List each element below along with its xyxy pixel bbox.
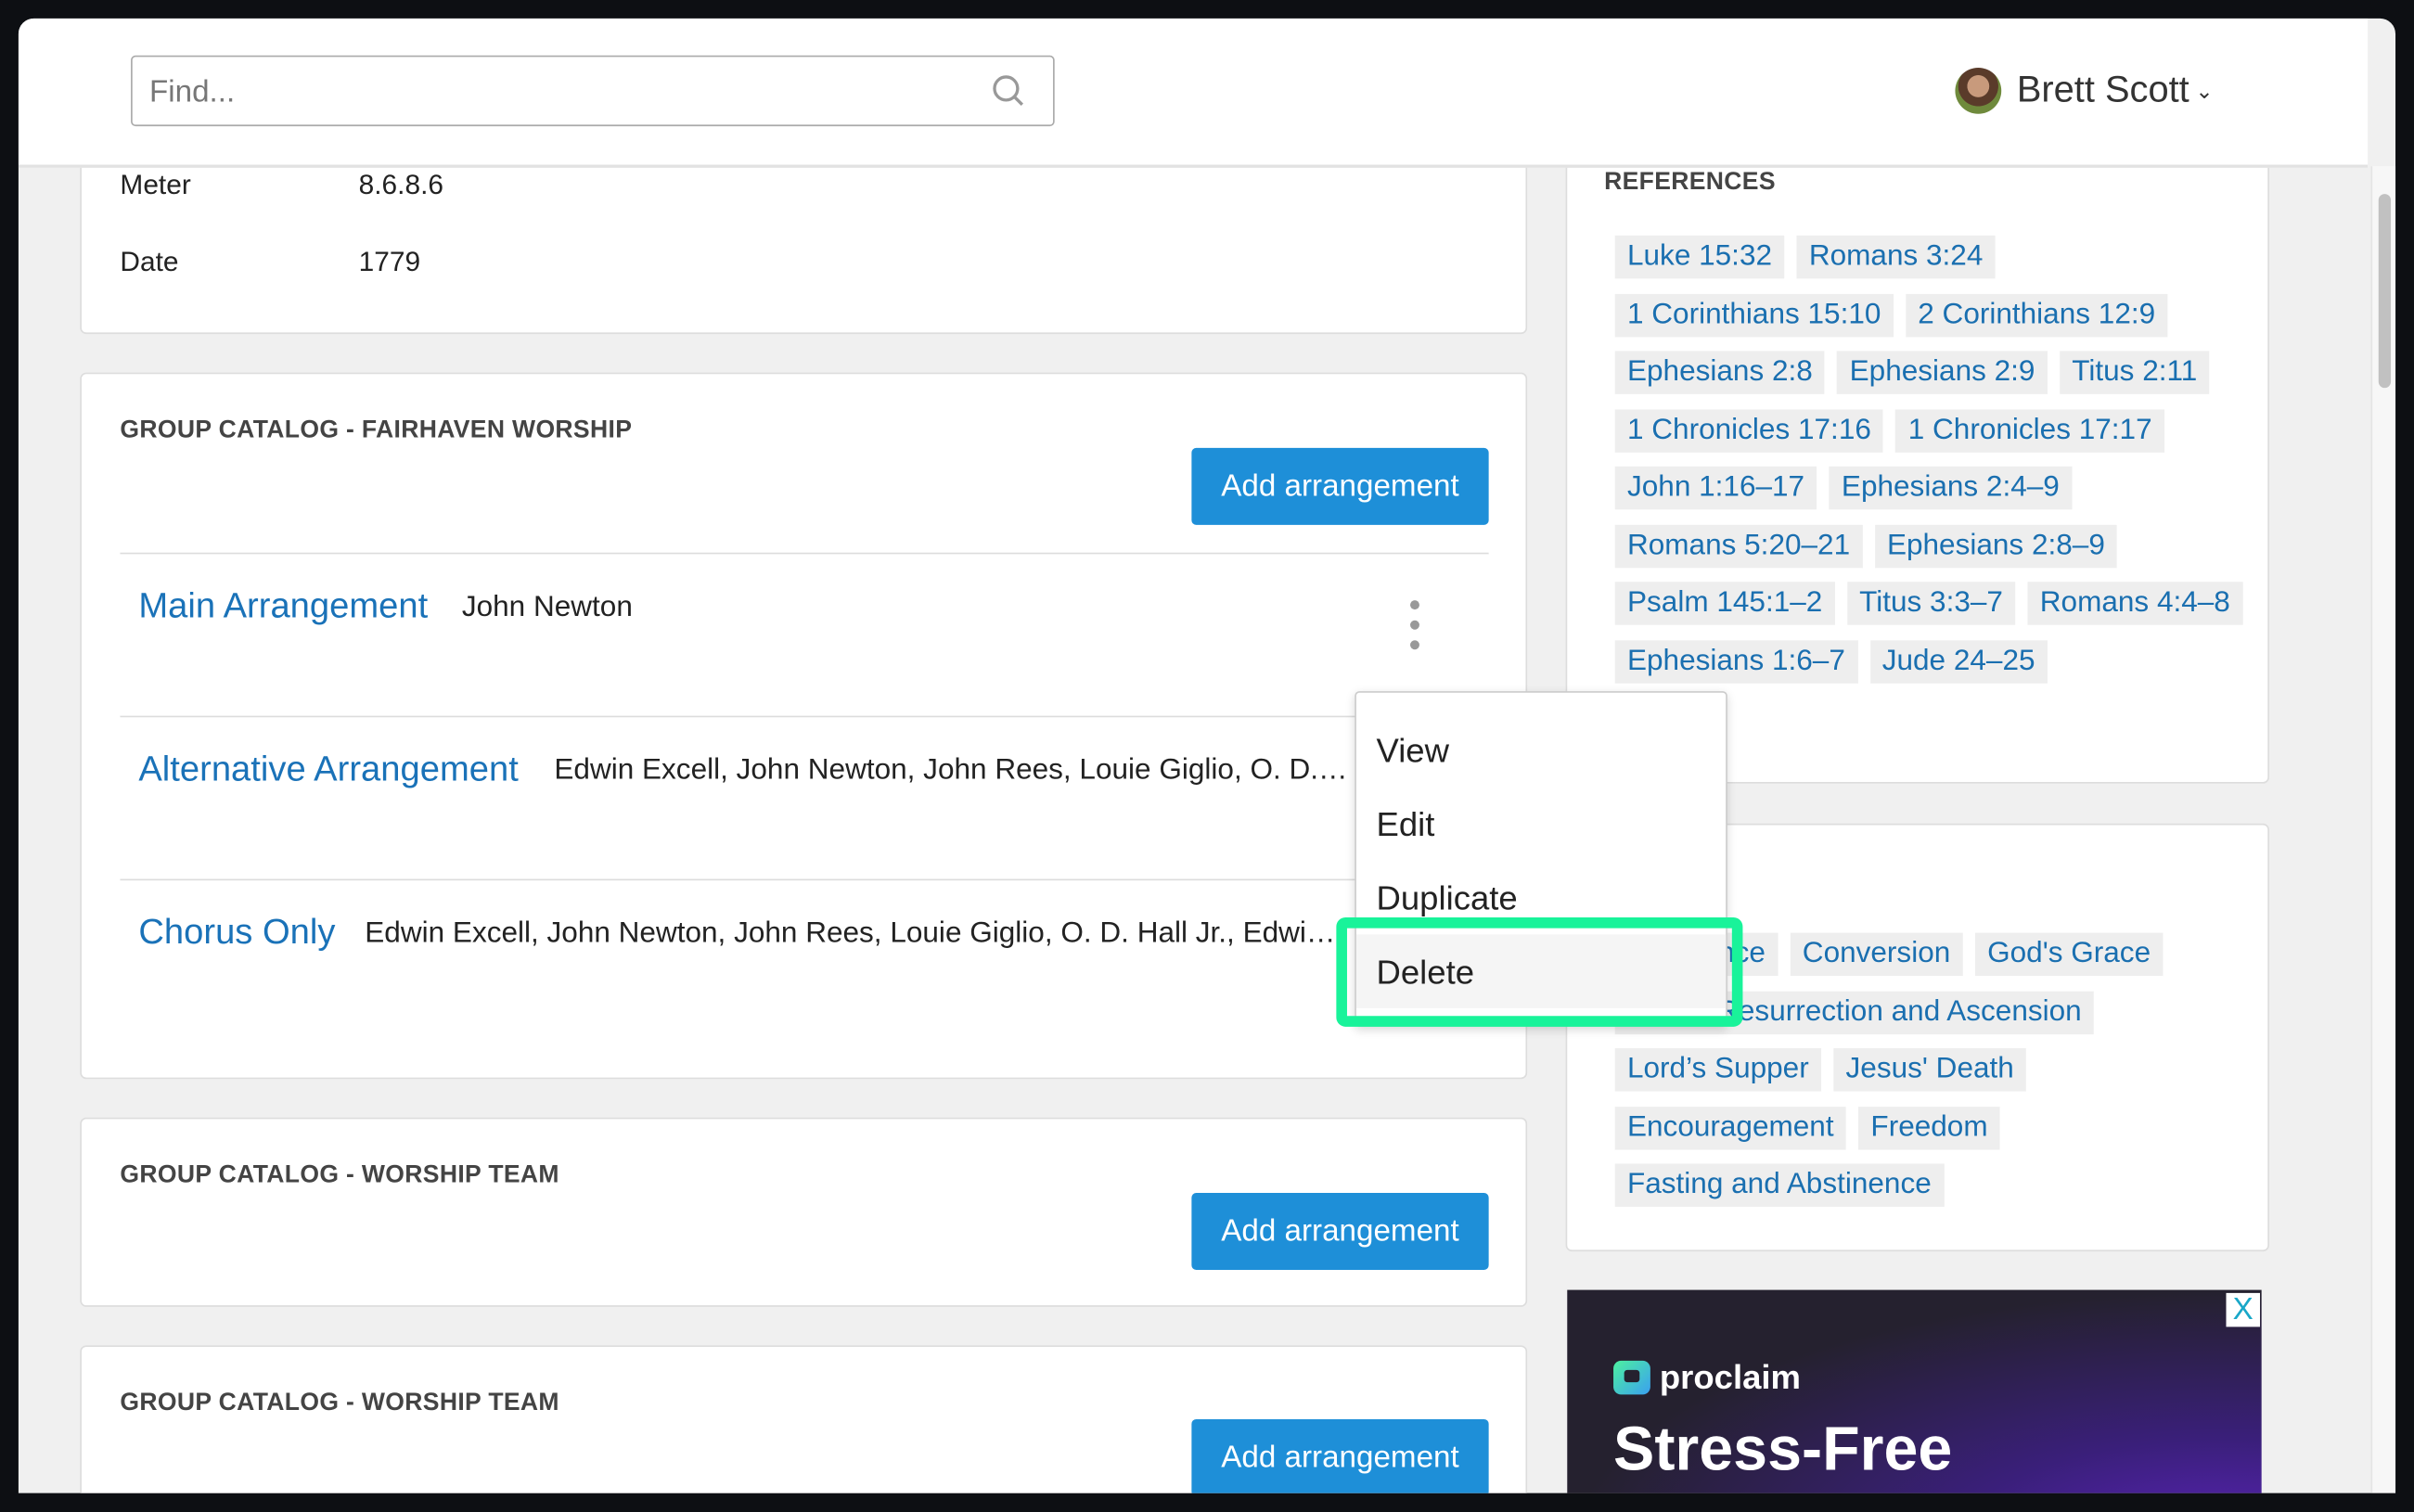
- tag-link[interactable]: Ephesians 2:4–9: [1829, 466, 2073, 510]
- add-arrangement-button[interactable]: Add arrangement: [1191, 1193, 1489, 1271]
- catalog-title: GROUP CATALOG - WORSHIP TEAM: [120, 1390, 559, 1416]
- user-name: Brett Scott: [2016, 69, 2189, 111]
- more-options-icon[interactable]: [1407, 600, 1423, 656]
- tag-link[interactable]: Romans 5:20–21: [1614, 524, 1863, 568]
- group-catalog-card: GROUP CATALOG - FAIRHAVEN WORSHIP Add ar…: [80, 372, 1528, 1080]
- advertisement[interactable]: X proclaim Stress-Free: [1567, 1289, 2262, 1493]
- tag-link[interactable]: Titus 2:11: [2060, 351, 2210, 394]
- add-arrangement-button[interactable]: Add arrangement: [1191, 1418, 1489, 1493]
- catalog-title: GROUP CATALOG - FAIRHAVEN WORSHIP: [120, 416, 633, 443]
- ad-headline: Stress-Free: [1613, 1416, 1953, 1484]
- scrollbar[interactable]: [2370, 166, 2396, 1493]
- references-tag-list: Luke 15:32 Romans 3:24 1 Corinthians 15:10…: [1614, 235, 2246, 683]
- tag-link[interactable]: Luke 15:32: [1614, 235, 1785, 279]
- arrangement-authors: Edwin Excell, John Newton, John Rees, Lo…: [554, 754, 1355, 787]
- page: Brett Scott ⌄ Meter 8.6.8.6 Date 1779 GR…: [18, 18, 2396, 1493]
- search-input[interactable]: [146, 73, 954, 113]
- menu-item-edit[interactable]: Edit: [1376, 804, 1435, 844]
- group-catalog-card: GROUP CATALOG - WORSHIP TEAM Add arrange…: [80, 1117, 1528, 1307]
- tag-link[interactable]: Ephesians 2:9: [1837, 351, 2048, 394]
- menu-item-view[interactable]: View: [1376, 731, 1449, 770]
- top-header: Brett Scott ⌄: [18, 18, 2369, 168]
- tag-link[interactable]: Titus 3:3–7: [1846, 582, 2016, 625]
- arrangement-link[interactable]: Chorus Only: [138, 911, 336, 952]
- chevron-down-icon: ⌄: [2195, 77, 2214, 103]
- scrollbar-thumb[interactable]: [2378, 194, 2392, 389]
- menu-item-delete[interactable]: Delete: [1355, 934, 1727, 1008]
- arrangement-row: Main Arrangement John Newton: [120, 552, 1489, 718]
- tag-link[interactable]: Psalm 145:1–2: [1614, 582, 1835, 625]
- tag-link[interactable]: God's Grace: [1974, 932, 2164, 977]
- arrangement-link[interactable]: Main Arrangement: [138, 584, 429, 625]
- arrangement-link[interactable]: Alternative Arrangement: [138, 748, 519, 788]
- add-arrangement-button[interactable]: Add arrangement: [1191, 447, 1489, 525]
- proclaim-logo-icon: [1613, 1360, 1650, 1395]
- highlight-outline: [1336, 917, 1743, 1027]
- ad-brand: proclaim: [1659, 1357, 1802, 1397]
- meter-value: 8.6.8.6: [358, 169, 443, 200]
- group-catalog-card: GROUP CATALOG - WORSHIP TEAM Add arrange…: [80, 1345, 1528, 1493]
- tag-link[interactable]: Jesus' Death: [1833, 1048, 2027, 1092]
- tag-link[interactable]: John 1:16–17: [1614, 466, 1817, 510]
- date-label: Date: [120, 246, 179, 277]
- tag-link[interactable]: Ephesians 2:8: [1614, 351, 1826, 394]
- tag-link[interactable]: 1 Chronicles 17:17: [1895, 408, 2164, 453]
- avatar: [1955, 68, 2002, 114]
- user-menu[interactable]: Brett Scott ⌄: [1955, 68, 2214, 114]
- tag-link[interactable]: Ephesians 1:6–7: [1614, 639, 1858, 683]
- tag-link[interactable]: 1 Corinthians 15:10: [1614, 293, 1894, 337]
- references-card: REFERENCES Luke 15:32 Romans 3:24 1 Corint…: [1565, 110, 2269, 784]
- search-box[interactable]: [131, 55, 1055, 127]
- tag-link[interactable]: 1 Chronicles 17:16: [1614, 408, 1884, 453]
- arrangement-authors: Edwin Excell, John Newton, John Rees, Lo…: [365, 917, 1351, 950]
- tag-link[interactable]: Conversion: [1790, 932, 1963, 977]
- tag-link[interactable]: Encouragement: [1614, 1106, 1846, 1149]
- tag-link[interactable]: Fasting and Abstinence: [1614, 1163, 1945, 1207]
- arrangement-authors: John Newton: [461, 591, 633, 624]
- tag-link[interactable]: 2 Corinthians 12:9: [1905, 293, 2168, 337]
- tag-link[interactable]: Freedom: [1858, 1106, 2000, 1149]
- close-icon[interactable]: X: [2226, 1292, 2260, 1327]
- search-icon[interactable]: [992, 74, 1026, 109]
- arrangement-row: Chorus Only Edwin Excell, John Newton, J…: [120, 878, 1489, 1044]
- date-value: 1779: [358, 246, 421, 277]
- menu-item-duplicate[interactable]: Duplicate: [1376, 878, 1518, 918]
- meter-label: Meter: [120, 169, 191, 200]
- context-menu: View Edit Duplicate Delete: [1355, 691, 1727, 1027]
- tag-link[interactable]: Romans 4:4–8: [2027, 582, 2243, 625]
- tag-link[interactable]: Ephesians 2:8–9: [1874, 524, 2118, 568]
- catalog-title: GROUP CATALOG - WORSHIP TEAM: [120, 1161, 559, 1189]
- references-title: REFERENCES: [1604, 169, 1776, 196]
- tag-link[interactable]: Romans 3:24: [1796, 235, 1996, 279]
- proclaim-logo: proclaim: [1613, 1358, 1801, 1398]
- arrangement-row: Alternative Arrangement Edwin Excell, Jo…: [120, 715, 1489, 881]
- tag-link[interactable]: Lord’s Supper: [1614, 1048, 1821, 1092]
- tag-link[interactable]: Jude 24–25: [1869, 639, 2048, 683]
